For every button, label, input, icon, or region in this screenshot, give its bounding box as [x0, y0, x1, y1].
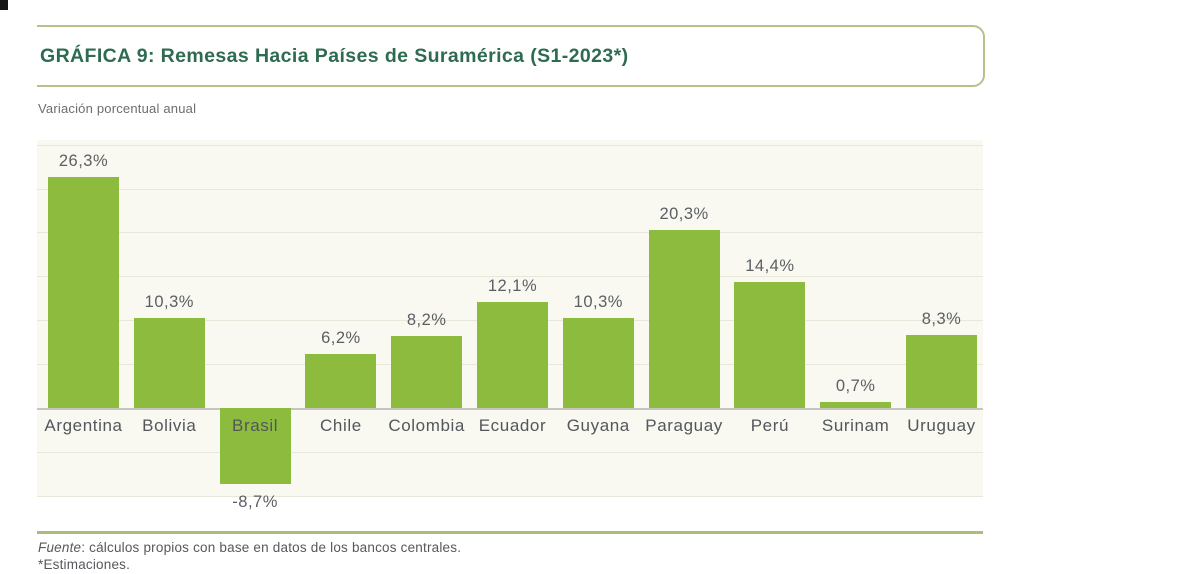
x-axis-label-brasil: Brasil — [232, 416, 279, 435]
value-label-bolivia: 10,3% — [144, 292, 194, 311]
x-axis-label-argentina: Argentina — [44, 416, 123, 435]
corner-mark — [0, 0, 8, 10]
bar-argentina — [48, 177, 119, 408]
x-axis-line — [37, 408, 983, 410]
value-label-surinam: 0,7% — [835, 376, 876, 395]
x-axis-label-perú: Perú — [750, 416, 790, 435]
bar-paraguay — [648, 229, 720, 408]
estimation-note: *Estimaciones. — [38, 557, 131, 572]
x-axis-label-chile: Chile — [320, 416, 362, 435]
bar-colombia — [391, 336, 463, 408]
gridline-25 — [37, 188, 983, 190]
gridline-15 — [37, 276, 983, 278]
x-axis-label-uruguay: Uruguay — [907, 416, 976, 435]
gridline-30 — [37, 144, 983, 146]
chart-subtitle: Variación porcentual anual — [38, 101, 197, 116]
x-axis-label-paraguay: Paraguay — [645, 416, 723, 435]
value-label-perú: 14,4% — [745, 256, 795, 275]
source-text: : cálculos propios con base en datos de … — [81, 540, 462, 555]
value-label-ecuador: 12,1% — [487, 276, 538, 295]
value-label-paraguay: 20,3% — [659, 204, 709, 223]
bar-perú — [734, 281, 806, 408]
bar-uruguay — [906, 335, 977, 408]
x-axis-label-ecuador: Ecuador — [478, 416, 547, 435]
footer-separator — [37, 531, 983, 534]
bar-guyana — [562, 317, 634, 408]
gridline--5 — [37, 451, 983, 453]
value-label-guyana: 10,3% — [573, 292, 623, 311]
value-label-chile: 6,2% — [321, 328, 361, 347]
x-axis-label-colombia: Colombia — [388, 416, 465, 435]
chart-title: GRÁFICA 9: Remesas Hacia Países de Suram… — [40, 44, 629, 67]
value-label-uruguay: 8,3% — [921, 310, 962, 329]
source-label: Fuente — [38, 540, 82, 555]
bar-ecuador — [477, 301, 548, 408]
x-axis-label-bolivia: Bolivia — [142, 416, 197, 435]
gridline--10 — [37, 495, 983, 497]
value-label-brasil: -8,7% — [232, 493, 278, 512]
bar-brasil — [219, 408, 291, 485]
bar-chile — [305, 353, 377, 408]
x-axis-label-surinam: Surinam — [821, 416, 890, 435]
chart-title-box: GRÁFICA 9: Remesas Hacia Países de Suram… — [37, 25, 985, 87]
gridline-20 — [37, 232, 983, 234]
bar-surinam — [820, 401, 892, 408]
plot-area: 26,3% Argentina 10,3% Bolivia -8,7% Brasil 6,2… — [37, 140, 983, 511]
value-label-colombia: 8,2% — [406, 311, 447, 329]
value-label-argentina: 26,3% — [58, 152, 109, 171]
bar-bolivia — [133, 317, 205, 408]
source-note: Fuente: cálculos propios con base en dat… — [38, 540, 461, 555]
x-axis-label-guyana: Guyana — [566, 416, 630, 435]
